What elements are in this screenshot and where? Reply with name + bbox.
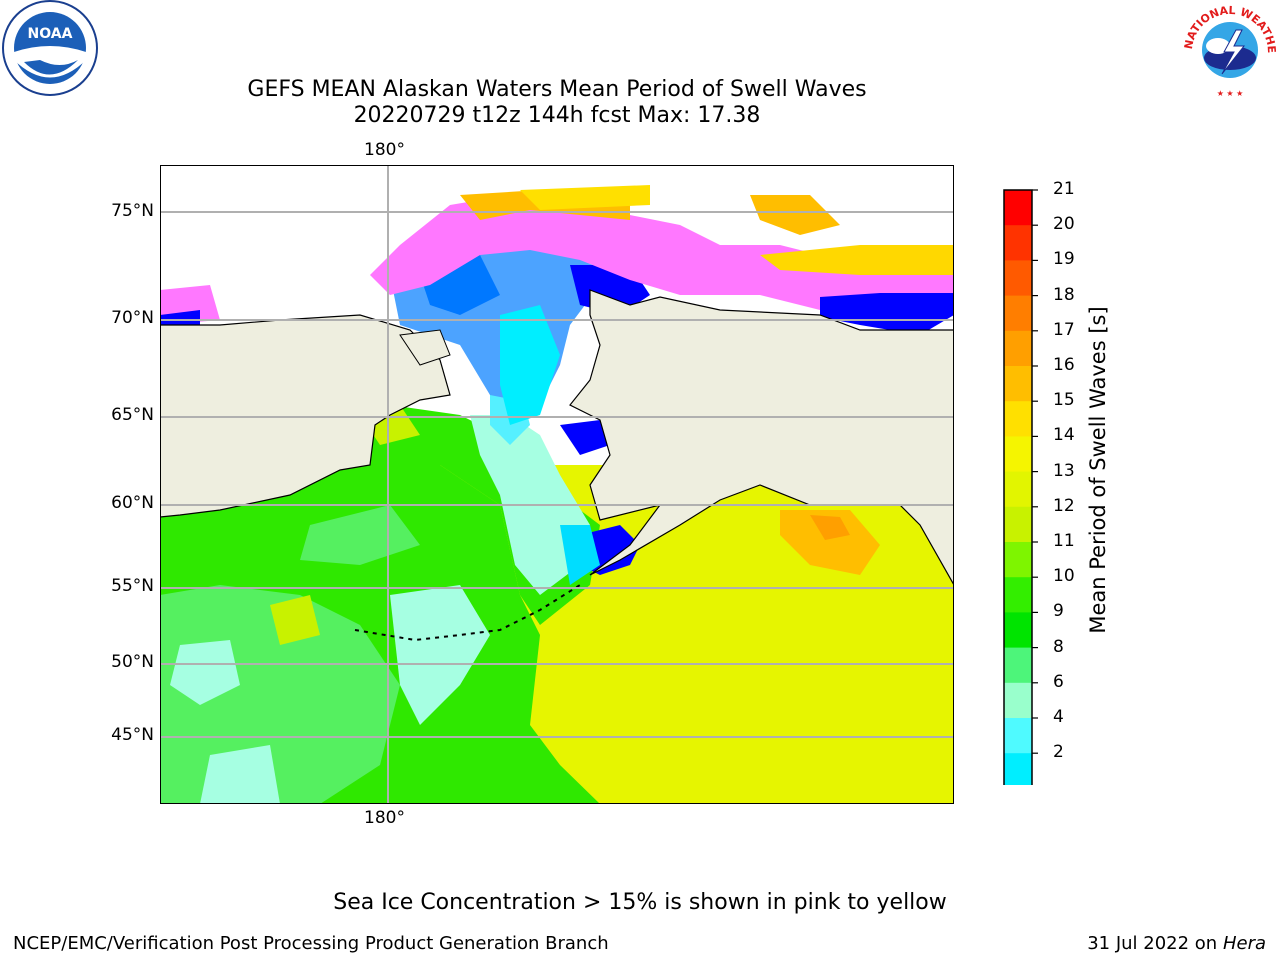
latitude-label-50: 50°N [111,652,154,672]
colorbar-segment [1004,295,1032,332]
footer-machine: Hera [1222,933,1266,954]
colorbar-segment [1004,471,1032,508]
latitude-label-75: 75°N [111,201,154,221]
gulf-of-alaska-warm [780,510,880,575]
colorbar-segment [1004,506,1032,543]
colorbar-tick-label: 19 [1053,249,1075,270]
colorbar-segment [1004,542,1032,578]
nws-logo: NATIONAL WEATHER SERVICE ★ ★ ★ [1174,0,1278,100]
colorbar-segment [1004,260,1032,297]
map-gridlines [160,165,954,804]
footer-date: 31 Jul 2022 on Hera [1087,933,1266,954]
latitude-label-65: 65°N [111,405,154,425]
footer-date-text: 31 Jul 2022 on [1087,933,1223,954]
colorbar-tick-label: 17 [1053,319,1075,340]
colorbar-tick-label: 11 [1053,531,1075,551]
colorbar [1003,189,1038,785]
beaufort-sea [820,293,954,335]
colorbar-tick-label: 12 [1053,495,1075,516]
colorbar-segment [1004,401,1032,437]
aleutian-islands [354,584,581,642]
colorbar-segment [1004,330,1032,367]
colorbar-segment [1004,436,1032,473]
sea-ice-note: Sea Ice Concentration > 15% is shown in … [333,890,947,915]
colorbar-segment [1004,647,1032,684]
longitude-label-bottom: 180° [364,808,405,828]
colorbar-tick-label: 13 [1053,460,1075,481]
footer-producer: NCEP/EMC/Verification Post Processing Pr… [13,933,609,954]
colorbar-tick-label: 18 [1053,284,1075,305]
colorbar-tick-label: 21 [1053,179,1075,199]
colorbar-segment [1004,577,1032,613]
colorbar-segment [1004,682,1032,719]
latitude-label-70: 70°N [111,308,154,328]
svg-text:★ ★ ★: ★ ★ ★ [1217,89,1244,98]
colorbar-tick-label: 2 [1053,742,1064,763]
colorbar-segment [1004,225,1032,261]
colorbar-tick-label: 20 [1053,214,1075,235]
colorbar-segment [1004,190,1032,226]
latitude-label-45: 45°N [111,725,154,745]
svg-text:NOAA: NOAA [28,26,73,42]
longitude-label-top: 180° [364,140,405,160]
sea-ice-band [370,195,954,315]
colorbar-tick-label: 15 [1053,390,1075,411]
colorbar-segment [1004,753,1032,785]
colorbar-tick-label: 14 [1053,425,1075,446]
latitude-label-60: 60°N [111,493,154,513]
colorbar-tick-label: 8 [1053,636,1064,657]
colorbar-tick-label: 4 [1053,707,1064,727]
chart-subtitle: 20220729 t12z 144h fcst Max: 17.38 [353,103,761,128]
latitude-label-55: 55°N [111,576,154,596]
colorbar-segment [1004,718,1032,754]
colorbar-tick-label: 16 [1053,355,1075,375]
noaa-logo: NOAA [0,0,104,100]
swell-period-map [160,165,954,804]
colorbar-tick-label: 6 [1053,671,1064,692]
colorbar-label: Mean Period of Swell Waves [s] [1086,306,1110,634]
colorbar-tick-label: 9 [1053,601,1064,622]
alaska-land [569,289,954,587]
chart-title: GEFS MEAN Alaskan Waters Mean Period of … [247,77,867,102]
colorbar-segment [1004,366,1032,402]
colorbar-tick-label: 10 [1053,566,1075,587]
colorbar-segment [1004,612,1032,649]
